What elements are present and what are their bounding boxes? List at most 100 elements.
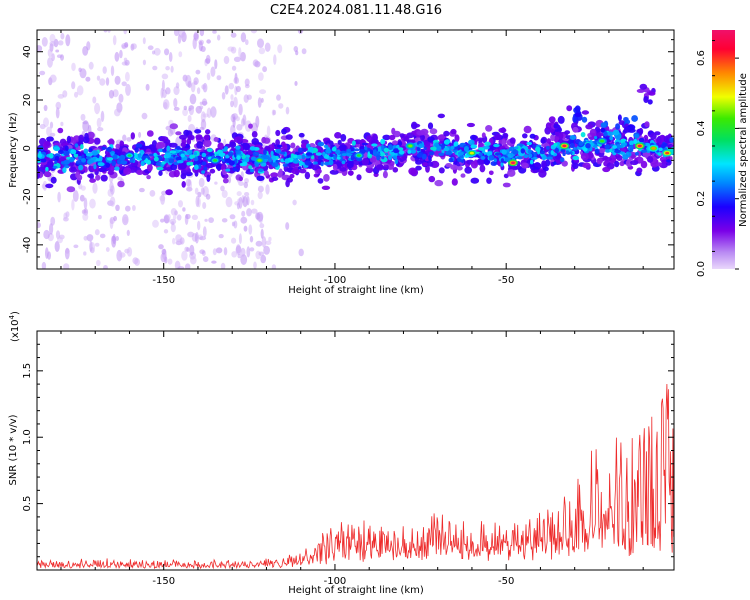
spectral-blob <box>643 96 649 103</box>
spectral-blob <box>105 162 110 168</box>
colorbar-ticks: 0.0 0.2 0.4 0.6 <box>696 40 739 277</box>
spectral-blob <box>298 160 303 166</box>
spectral-blob <box>603 131 608 137</box>
spectral-blob <box>49 121 54 129</box>
spectral-blob <box>397 147 404 151</box>
spectral-blob <box>192 37 197 50</box>
spectral-blob <box>49 223 54 235</box>
spectral-blob <box>323 144 329 149</box>
spectral-blob <box>193 33 199 40</box>
spectral-blob <box>263 245 270 255</box>
spectral-blob <box>47 48 53 58</box>
spectral-blob <box>230 100 234 108</box>
spectral-blob <box>206 39 211 44</box>
spectral-blob <box>427 136 435 143</box>
spectral-blob <box>301 48 307 55</box>
spectral-blob <box>60 121 64 127</box>
spectral-blob <box>93 164 97 170</box>
spectral-blob <box>313 161 318 165</box>
spectral-blob <box>258 168 264 172</box>
spectral-blob <box>553 161 557 166</box>
spectral-blob <box>275 139 280 146</box>
spectral-blob <box>443 139 450 145</box>
spectral-blob <box>63 150 70 156</box>
spectral-blob <box>142 59 146 66</box>
spectral-blob <box>232 116 236 128</box>
spectral-blob <box>263 170 269 177</box>
spectral-blob <box>603 157 612 162</box>
x-tick-label: -100 <box>324 275 347 286</box>
spectral-blob <box>594 148 600 154</box>
spectral-blob <box>301 154 306 160</box>
svg-text:(x104): (x104) <box>8 311 21 342</box>
spectral-blob <box>240 32 247 43</box>
spectral-blob <box>238 47 242 58</box>
spectral-blob <box>252 59 259 67</box>
spectral-blob <box>70 166 76 172</box>
spectral-blob <box>45 183 54 189</box>
spectral-blob <box>369 156 377 163</box>
spectral-blob <box>332 163 338 171</box>
spectrogram-panel: -150 -100 -50 -40 -20 0 20 40 Height of straig… <box>8 29 675 296</box>
spectral-blob <box>211 260 217 264</box>
spectral-blob <box>214 59 218 70</box>
spectral-blob <box>630 160 639 166</box>
spectral-blob <box>40 158 47 163</box>
spectral-blob <box>258 47 266 55</box>
spectral-blob <box>124 42 129 48</box>
spectral-blob <box>241 118 245 127</box>
spectral-blob <box>215 247 223 254</box>
spectral-blob <box>277 44 283 54</box>
spectral-blob <box>470 134 477 141</box>
spectral-blob <box>194 232 199 244</box>
spectral-blob <box>323 161 330 166</box>
spectral-blob <box>60 161 65 165</box>
spectral-blob <box>181 250 188 261</box>
spectral-blob <box>351 140 356 146</box>
spectral-blob <box>193 77 199 85</box>
spectral-blob <box>392 130 401 138</box>
spectral-blob <box>333 154 337 160</box>
spectral-blob <box>37 153 43 158</box>
spectral-blob <box>521 162 529 169</box>
spectral-blob <box>83 197 88 210</box>
spectral-blob <box>236 124 243 131</box>
spectral-blob <box>264 42 271 52</box>
spectral-blob <box>295 50 299 56</box>
spectral-blob <box>203 134 210 141</box>
spectral-blob <box>572 162 579 170</box>
spectral-blob <box>244 192 250 197</box>
spectral-blob <box>457 151 464 156</box>
spectral-blob <box>122 134 127 142</box>
spectral-blob <box>615 144 622 149</box>
spectral-blob <box>205 162 215 169</box>
spectral-blob <box>229 214 236 220</box>
spectral-blob <box>538 169 547 178</box>
spectral-blob <box>602 166 611 173</box>
spectral-blob <box>541 160 547 169</box>
spectral-blob <box>170 163 178 171</box>
spectral-blob <box>88 148 93 153</box>
spectral-blob <box>180 173 187 180</box>
spectral-blob <box>550 150 554 156</box>
spectral-blob <box>105 247 110 252</box>
spectral-blob <box>638 137 645 143</box>
spectral-blob <box>300 143 308 149</box>
spectral-blob <box>450 128 457 135</box>
spectral-blob <box>294 151 300 155</box>
spectral-blob <box>47 57 53 68</box>
spectral-blob <box>501 139 506 146</box>
spectral-blob <box>346 148 353 153</box>
spectral-blob <box>167 258 173 265</box>
spectral-blob <box>159 136 169 142</box>
spectral-blob <box>170 65 174 73</box>
spectral-blob <box>175 145 181 150</box>
spectral-blob <box>173 169 180 178</box>
spectral-blob <box>290 153 295 159</box>
spectral-blob <box>500 161 504 167</box>
spectral-blob <box>604 144 611 150</box>
spectral-blob <box>218 234 224 239</box>
spectral-blob <box>50 216 56 226</box>
spectral-blob <box>605 149 611 153</box>
spectral-blob <box>429 128 438 135</box>
